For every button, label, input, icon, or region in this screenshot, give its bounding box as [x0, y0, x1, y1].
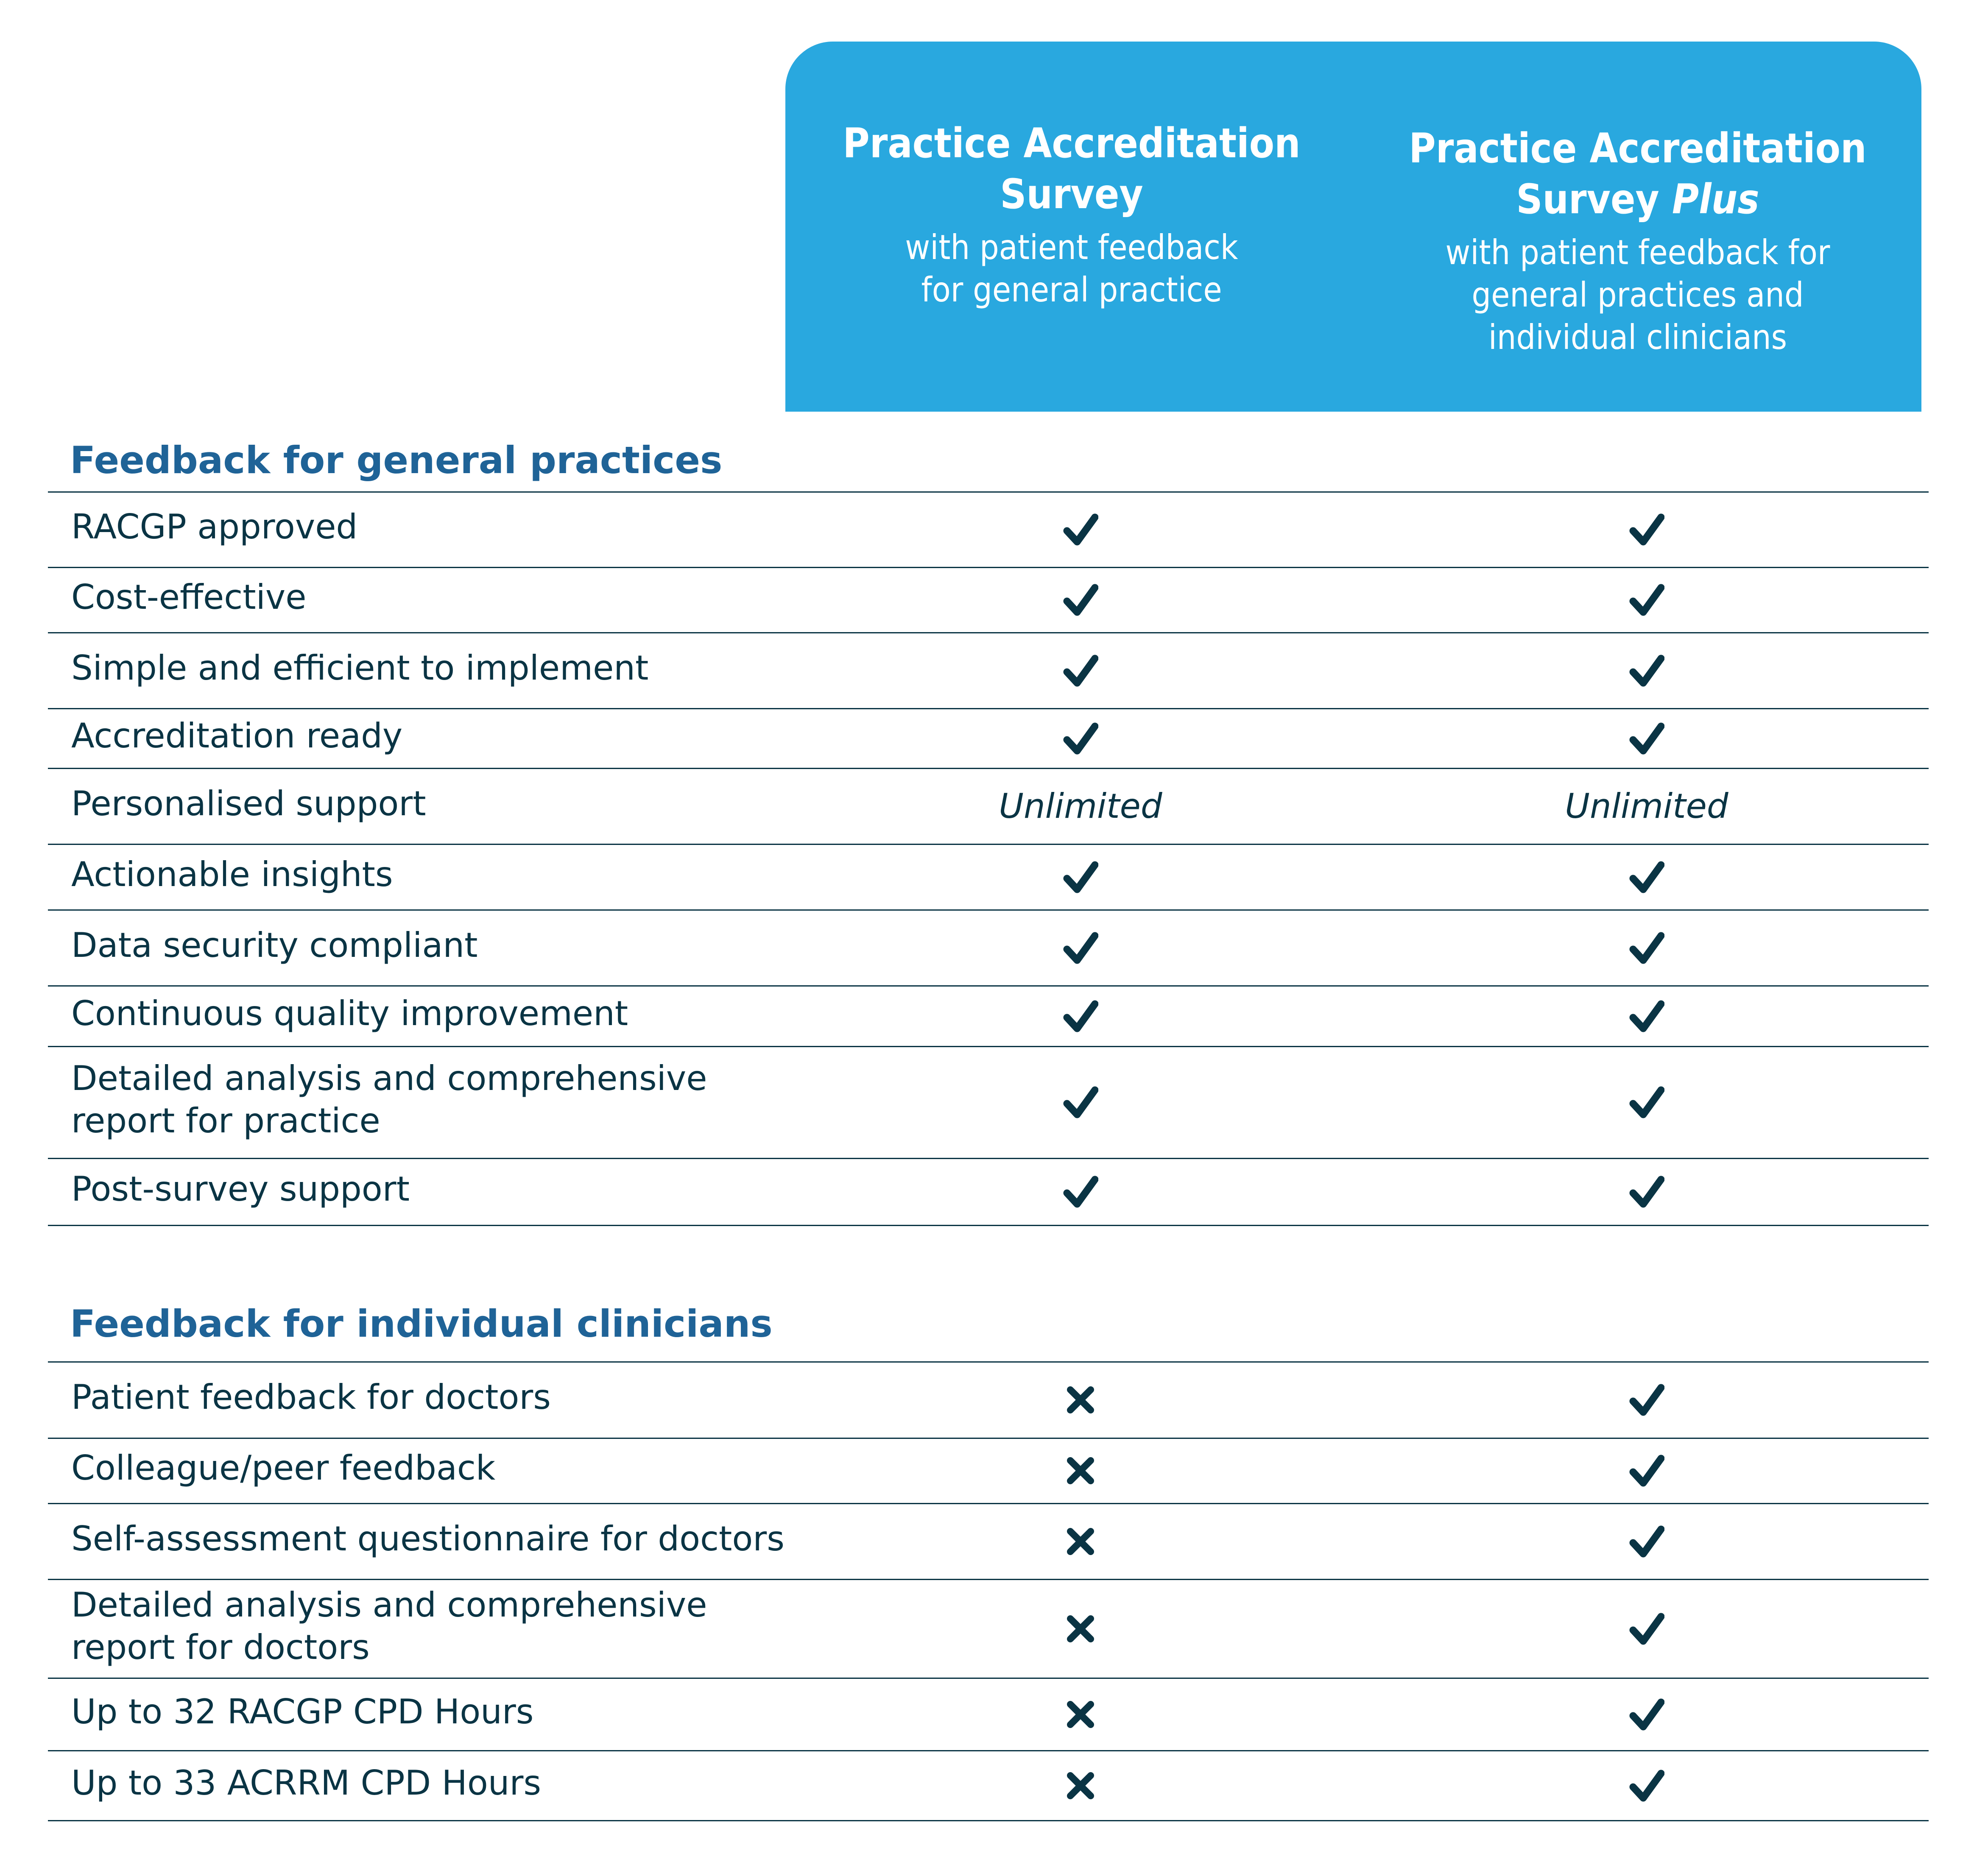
row-label: Personalised support [71, 784, 426, 823]
section-title: Feedback for general practices [70, 438, 723, 482]
row-divider [48, 1820, 1929, 1821]
check-icon [1583, 1503, 1710, 1579]
cross-icon [1017, 1751, 1144, 1820]
section-title: Feedback for individual clinicians [70, 1302, 773, 1346]
row-divider [48, 768, 1929, 769]
row-label: Cost-effective [71, 577, 307, 617]
table-row: Data security compliant [48, 910, 1929, 986]
check-icon [1583, 1579, 1710, 1678]
plan-column-standard: Practice Accreditation Survey with patie… [798, 42, 1345, 412]
check-icon [1017, 910, 1144, 986]
row-label: Colleague/peer feedback [71, 1448, 496, 1488]
check-icon [1583, 633, 1710, 708]
row-divider [48, 1438, 1929, 1439]
check-icon [1583, 1438, 1710, 1503]
plan-title-emphasis: Plus [1672, 176, 1759, 223]
plan-title: Practice Accreditation Survey [828, 118, 1315, 220]
row-divider [48, 1361, 1929, 1363]
cell-text: Unlimited [1565, 786, 1728, 826]
cross-icon [1017, 1362, 1144, 1438]
check-icon [1017, 844, 1144, 910]
cross-icon [1017, 1579, 1144, 1678]
table-row: Patient feedback for doctors [48, 1362, 1929, 1438]
plan-subtitle: with patient feedback for general practi… [905, 228, 1238, 309]
check-icon [1017, 492, 1144, 567]
check-icon [1017, 1046, 1144, 1158]
plan-title-line2: Survey [1000, 170, 1143, 218]
row-label: Post-survey support [71, 1169, 410, 1209]
table-row: Detailed analysis and comprehensive repo… [48, 1046, 1929, 1158]
check-icon [1583, 986, 1710, 1046]
row-label: RACGP approved [71, 507, 358, 546]
row-divider [48, 909, 1929, 911]
row-label: Simple and efficient to implement [71, 648, 649, 688]
table-row: Cost-effective [48, 567, 1929, 633]
table-row: Colleague/peer feedback [48, 1438, 1929, 1503]
row-label: Patient feedback for doctors [71, 1377, 551, 1417]
cross-icon [1017, 1678, 1144, 1751]
row-divider [48, 567, 1929, 568]
cross-icon [1017, 1503, 1144, 1579]
check-icon [1583, 844, 1710, 910]
row-divider [48, 1579, 1929, 1580]
row-divider [48, 1046, 1929, 1047]
check-icon [1017, 567, 1144, 633]
table-row: Post-survey support [48, 1158, 1929, 1225]
row-label: Up to 32 RACGP CPD Hours [71, 1692, 534, 1731]
table-row: Up to 32 RACGP CPD Hours [48, 1678, 1929, 1751]
row-divider [48, 985, 1929, 987]
row-label: Accreditation ready [71, 716, 403, 755]
table-row: Detailed analysis and comprehensive repo… [48, 1579, 1929, 1678]
plan-title-line2: Survey [1516, 176, 1659, 223]
check-icon [1583, 1751, 1710, 1820]
check-icon [1583, 1362, 1710, 1438]
check-icon [1583, 1046, 1710, 1158]
check-icon [1583, 1678, 1710, 1751]
check-icon [1583, 1158, 1710, 1225]
row-label: Detailed analysis and comprehensive repo… [71, 1585, 707, 1667]
plan-title: Practice Accreditation Survey Plus [1394, 123, 1882, 225]
table-row: Up to 33 ACRRM CPD Hours [48, 1751, 1929, 1820]
plan-column-plus: Practice Accreditation Survey Plus with … [1362, 42, 1913, 412]
check-icon [1017, 633, 1144, 708]
table-row: RACGP approved [48, 492, 1929, 567]
cell-text: Unlimited [999, 786, 1162, 826]
row-divider [48, 491, 1929, 493]
row-divider [48, 1158, 1929, 1159]
table-row: Continuous quality improvement [48, 986, 1929, 1046]
check-icon [1017, 986, 1144, 1046]
plans-header: Practice Accreditation Survey with patie… [785, 42, 1921, 412]
table-row: Actionable insights [48, 844, 1929, 910]
check-icon [1583, 492, 1710, 567]
row-divider [48, 1750, 1929, 1751]
check-icon [1017, 708, 1144, 768]
cell-value: Unlimited [999, 768, 1162, 844]
row-label: Detailed analysis and comprehensive repo… [71, 1059, 707, 1140]
row-divider [48, 844, 1929, 845]
check-icon [1017, 1158, 1144, 1225]
row-label: Self-assessment questionnaire for doctor… [71, 1519, 785, 1558]
row-divider [48, 1678, 1929, 1679]
table-row: Self-assessment questionnaire for doctor… [48, 1503, 1929, 1579]
table-row: Personalised support Unlimited Unlimited [48, 768, 1929, 844]
table-row: Accreditation ready [48, 708, 1929, 768]
cross-icon [1017, 1438, 1144, 1503]
check-icon [1583, 708, 1710, 768]
table-row: Simple and efficient to implement [48, 633, 1929, 708]
row-divider [48, 632, 1929, 633]
plan-title-line1: Practice Accreditation [1409, 125, 1867, 172]
row-divider [48, 1225, 1929, 1226]
row-label: Up to 33 ACRRM CPD Hours [71, 1763, 542, 1803]
check-icon [1583, 910, 1710, 986]
plan-subtitle: with patient feedback for general practi… [1445, 233, 1830, 357]
plan-title-line1: Practice Accreditation [843, 120, 1301, 167]
row-label: Actionable insights [71, 855, 393, 894]
check-icon [1583, 567, 1710, 633]
row-divider [48, 1503, 1929, 1504]
row-divider [48, 708, 1929, 709]
row-label: Data security compliant [71, 925, 478, 965]
row-label: Continuous quality improvement [71, 994, 628, 1033]
cell-value: Unlimited [1565, 768, 1728, 844]
